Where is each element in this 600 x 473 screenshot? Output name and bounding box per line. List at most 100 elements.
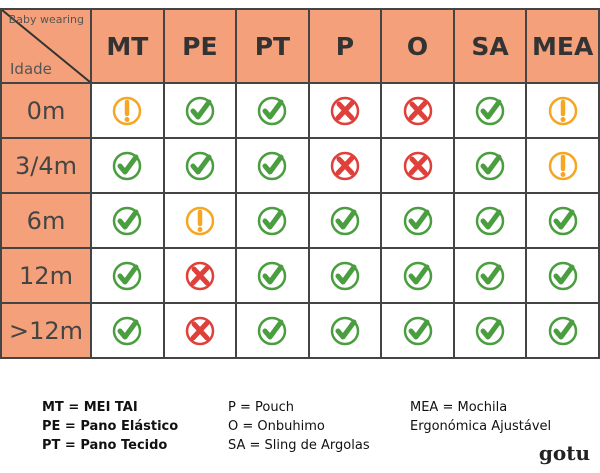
cross-icon bbox=[330, 96, 360, 125]
check-icon bbox=[403, 316, 432, 345]
corner-header: Baby wearing Idade bbox=[0, 8, 92, 84]
age-label: 12m bbox=[0, 247, 92, 304]
legend-item: O = Onbuhimo bbox=[228, 419, 325, 434]
status-cell bbox=[162, 82, 238, 139]
status-cell bbox=[452, 302, 528, 359]
status-cell bbox=[525, 82, 600, 139]
status-cell bbox=[162, 247, 238, 304]
check-icon bbox=[258, 96, 287, 125]
table-row: 3/4m bbox=[0, 137, 600, 194]
cross-icon bbox=[330, 151, 360, 180]
warning-icon bbox=[185, 206, 215, 235]
legend-column-3: MEA = Mochila Ergonómica Ajustável bbox=[410, 398, 551, 436]
check-icon bbox=[475, 261, 505, 290]
legend-column-1: MT = MEI TAI PE = Pano Elástico PT = Pan… bbox=[42, 398, 178, 455]
status-cell bbox=[235, 192, 310, 249]
status-cell bbox=[90, 82, 165, 139]
check-icon bbox=[113, 151, 142, 180]
check-icon bbox=[475, 151, 505, 180]
status-cell bbox=[235, 247, 310, 304]
table-row: 12m bbox=[0, 247, 600, 304]
status-cell bbox=[452, 247, 528, 304]
check-icon bbox=[548, 316, 577, 345]
status-cell bbox=[380, 137, 455, 194]
check-icon bbox=[330, 206, 360, 235]
check-icon bbox=[113, 316, 142, 345]
status-cell bbox=[307, 137, 383, 194]
status-cell bbox=[525, 247, 600, 304]
check-icon bbox=[475, 96, 505, 125]
status-cell bbox=[90, 137, 165, 194]
corner-top-label: Baby wearing bbox=[8, 13, 84, 26]
check-icon bbox=[403, 206, 432, 235]
status-cell bbox=[90, 192, 165, 249]
warning-icon bbox=[548, 151, 577, 180]
status-cell bbox=[90, 302, 165, 359]
column-header-o: O bbox=[380, 8, 455, 84]
status-cell bbox=[307, 247, 383, 304]
check-icon bbox=[548, 261, 577, 290]
legend-item: Ergonómica Ajustável bbox=[410, 419, 552, 434]
legend-item: MT = MEI TAI bbox=[42, 400, 138, 415]
status-cell bbox=[162, 137, 238, 194]
legend-item: PT = Pano Tecido bbox=[42, 438, 168, 453]
gotu-logo: gotu bbox=[538, 441, 590, 465]
status-cell bbox=[452, 82, 528, 139]
check-icon bbox=[403, 261, 432, 290]
status-cell bbox=[307, 82, 383, 139]
legend-item: PE = Pano Elástico bbox=[42, 419, 179, 434]
check-icon bbox=[548, 206, 577, 235]
status-cell bbox=[525, 137, 600, 194]
status-cell bbox=[162, 302, 238, 359]
status-cell bbox=[307, 192, 383, 249]
status-cell bbox=[235, 137, 310, 194]
check-icon bbox=[258, 316, 287, 345]
age-label: 0m bbox=[0, 82, 92, 139]
status-cell bbox=[380, 82, 455, 139]
cross-icon bbox=[185, 261, 215, 290]
age-label: 6m bbox=[0, 192, 92, 249]
status-cell bbox=[235, 82, 310, 139]
check-icon bbox=[113, 206, 142, 235]
warning-icon bbox=[113, 96, 142, 125]
cross-icon bbox=[403, 96, 432, 125]
check-icon bbox=[258, 261, 287, 290]
status-cell bbox=[452, 137, 528, 194]
status-cell bbox=[380, 192, 455, 249]
status-cell bbox=[380, 247, 455, 304]
age-label: >12m bbox=[0, 302, 92, 359]
table-row: 6m bbox=[0, 192, 600, 249]
column-header-mea: MEA bbox=[525, 8, 600, 84]
column-header-mt: MT bbox=[90, 8, 165, 84]
legend-column-2: P = Pouch O = Onbuhimo SA = Sling de Arg… bbox=[228, 398, 370, 455]
status-cell bbox=[525, 192, 600, 249]
check-icon bbox=[185, 96, 215, 125]
legend-item: SA = Sling de Argolas bbox=[228, 438, 370, 453]
check-icon bbox=[330, 261, 360, 290]
check-icon bbox=[475, 316, 505, 345]
table-row: 0m bbox=[0, 82, 600, 139]
diagonal-divider bbox=[2, 10, 90, 82]
table-row: >12m bbox=[0, 302, 600, 359]
baby-wearing-age-table: Baby wearing Idade MT PE PT P O SA MEA 0m 3/4m 6… bbox=[0, 8, 600, 359]
column-header-pe: PE bbox=[162, 8, 238, 84]
status-cell bbox=[452, 192, 528, 249]
check-icon bbox=[475, 206, 505, 235]
cross-icon bbox=[185, 316, 215, 345]
status-cell bbox=[380, 302, 455, 359]
legend-item: P = Pouch bbox=[228, 400, 294, 415]
check-icon bbox=[258, 206, 287, 235]
status-cell bbox=[162, 192, 238, 249]
corner-bottom-label: Idade bbox=[10, 60, 52, 78]
column-header-sa: SA bbox=[452, 8, 528, 84]
status-cell bbox=[525, 302, 600, 359]
check-icon bbox=[258, 151, 287, 180]
check-icon bbox=[330, 316, 360, 345]
check-icon bbox=[113, 261, 142, 290]
column-header-pt: PT bbox=[235, 8, 310, 84]
status-cell bbox=[235, 302, 310, 359]
legend-item: MEA = Mochila bbox=[410, 400, 508, 415]
warning-icon bbox=[548, 96, 577, 125]
age-label: 3/4m bbox=[0, 137, 92, 194]
status-cell bbox=[90, 247, 165, 304]
